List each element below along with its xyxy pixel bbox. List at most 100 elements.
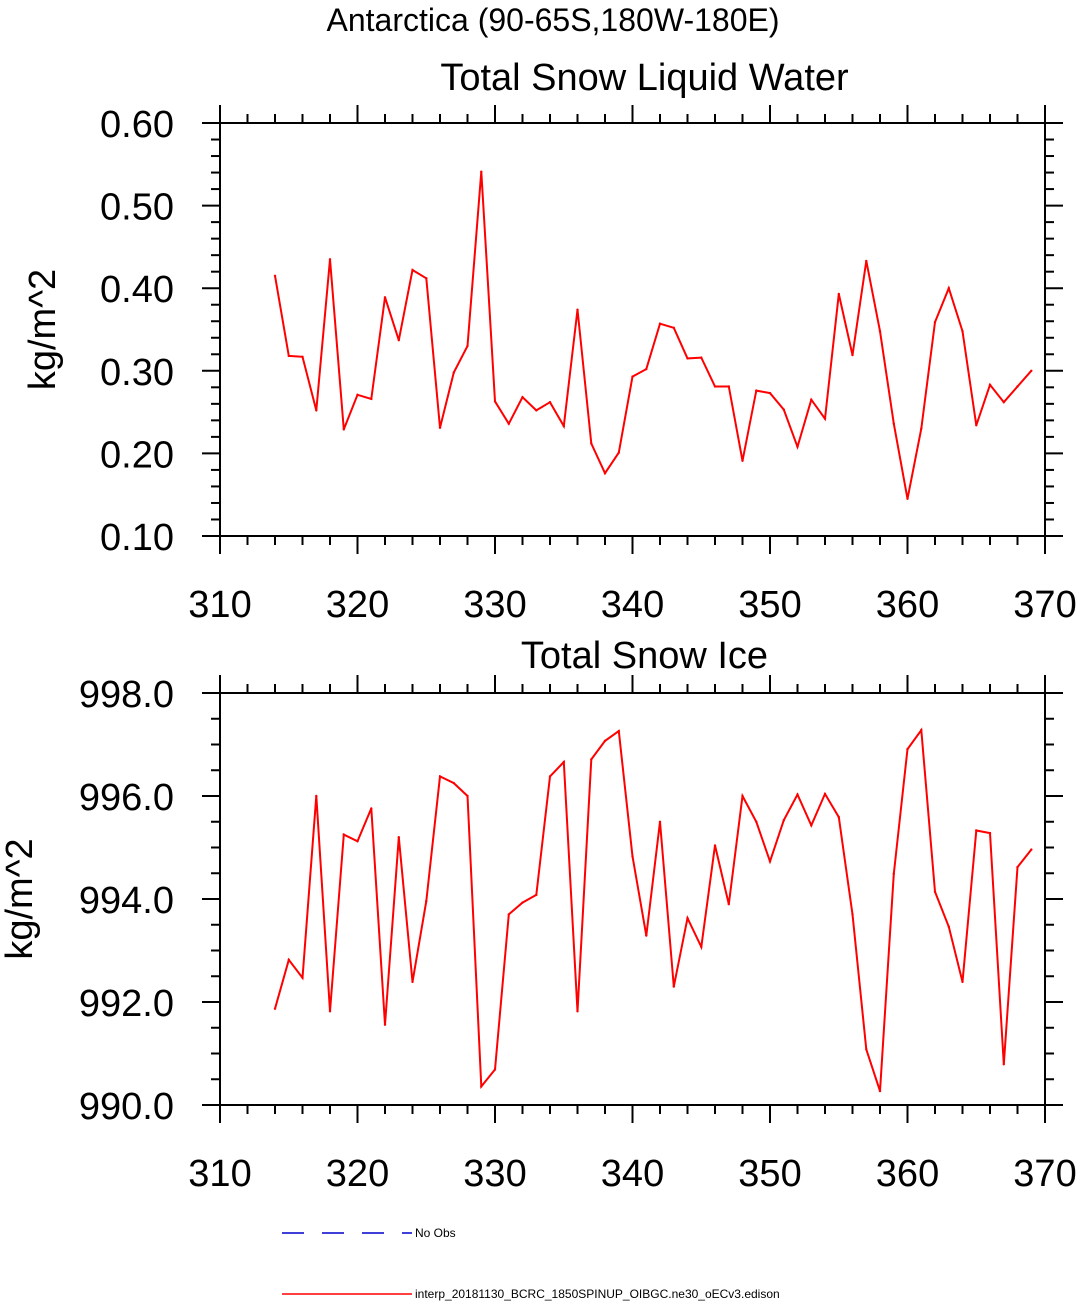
data-point (755, 389, 758, 392)
data-point (383, 1023, 387, 1026)
data-point (493, 1068, 497, 1071)
data-point (658, 820, 662, 823)
data-point (1016, 865, 1019, 869)
data-point (851, 353, 854, 357)
data-point (590, 758, 593, 761)
legend: No Obs interp_20181130_BCRC_1850SPINUP_O… (282, 1226, 780, 1301)
x-tick-label: 310 (188, 584, 251, 626)
data-point (823, 417, 827, 420)
x-tick-label: 360 (876, 584, 939, 626)
plot-frame (219, 692, 1046, 1106)
data-point (892, 872, 895, 875)
y-tick-label: 996.0 (79, 777, 174, 819)
data-point (370, 807, 373, 810)
data-point (686, 916, 689, 920)
data-point (466, 344, 469, 348)
plot-frame (219, 122, 1046, 537)
data-point (878, 1089, 882, 1093)
data-point (535, 409, 538, 412)
data-point (328, 258, 332, 261)
data-point (700, 356, 703, 359)
data-point (438, 426, 442, 429)
data-point (617, 451, 620, 454)
data-point (370, 397, 373, 401)
data-point (1030, 848, 1033, 851)
x-tick-label: 350 (738, 584, 801, 626)
data-point (1002, 1063, 1005, 1066)
data-point (562, 760, 565, 764)
chart-panel-snow-ice: Total Snow Ice kg/m^2 310 320 330 340 350 360 37… (0, 635, 1077, 1195)
data-point (1016, 385, 1019, 388)
data-point (287, 354, 290, 358)
data-point (672, 326, 675, 329)
data-point (892, 422, 895, 425)
data-point (768, 860, 772, 863)
data-point (933, 890, 937, 893)
data-point (315, 794, 318, 798)
data-point (837, 292, 840, 296)
data-point (507, 422, 510, 425)
x-tick-label: 330 (463, 584, 526, 626)
data-point (961, 330, 964, 333)
data-point (947, 287, 950, 290)
x-tick-label: 330 (463, 1153, 526, 1195)
y-tick-label: 990.0 (79, 1086, 174, 1128)
data-point (273, 274, 277, 277)
data-point (782, 408, 785, 411)
data-point (988, 831, 992, 835)
data-point (796, 793, 799, 796)
series-line (274, 171, 1033, 499)
x-tick-label: 320 (326, 584, 389, 626)
data-point (480, 170, 483, 173)
data-point (686, 357, 689, 360)
data-point (576, 1010, 579, 1013)
data-point (755, 820, 758, 823)
data-point (741, 794, 744, 798)
data-point (452, 781, 455, 785)
data-point (727, 385, 730, 388)
y-tick-label: 0.10 (100, 517, 174, 559)
data-point (975, 424, 978, 427)
chart-title: Total Snow Ice (521, 635, 768, 677)
data-point (700, 945, 703, 949)
data-point (521, 396, 524, 399)
data-point (631, 375, 634, 378)
data-point (658, 322, 662, 325)
data-point (617, 729, 620, 733)
y-tick-label: 0.30 (100, 352, 174, 394)
data-point (713, 385, 717, 388)
data-point (301, 355, 304, 358)
data-point (507, 913, 510, 916)
x-tick-label: 340 (601, 1153, 664, 1195)
data-point (810, 398, 813, 401)
data-point (548, 401, 552, 404)
series-line (274, 727, 1033, 1092)
data-point (342, 428, 345, 431)
y-tick-label: 0.40 (100, 269, 174, 311)
data-point (988, 383, 992, 386)
data-point (837, 815, 840, 819)
data-point (287, 958, 290, 961)
region-title: Antarctica (90-65S,180W-180E) (327, 2, 780, 38)
data-point (823, 792, 827, 796)
data-point (452, 371, 455, 374)
data-point (425, 277, 428, 280)
data-point (411, 268, 414, 272)
data-point (521, 901, 524, 904)
data-point (782, 819, 785, 822)
data-point (603, 472, 607, 475)
data-point (1030, 369, 1033, 372)
data-point (273, 1007, 277, 1010)
y-tick-label: 0.50 (100, 187, 174, 229)
x-tick-label: 320 (326, 1153, 389, 1195)
data-point (466, 794, 469, 798)
data-point (356, 840, 359, 843)
x-tick-label: 340 (601, 584, 664, 626)
x-tick-label: 350 (738, 1153, 801, 1195)
data-point (1002, 401, 1005, 404)
data-point (920, 427, 923, 430)
data-point (878, 330, 882, 333)
data-point (315, 409, 318, 412)
data-point (562, 424, 565, 428)
data-point (920, 728, 923, 732)
